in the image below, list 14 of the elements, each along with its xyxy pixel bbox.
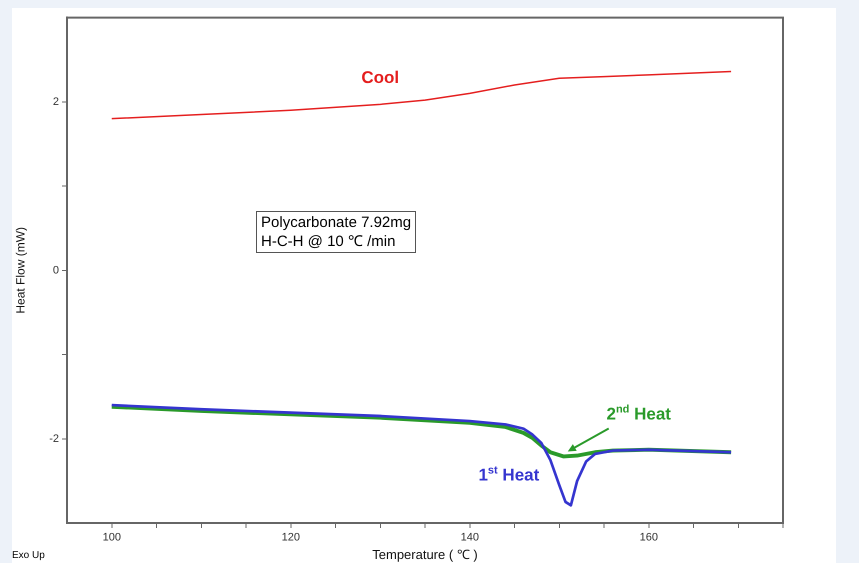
y-axis-title: Heat Flow (mW): [14, 226, 28, 314]
x-tick-label: 140: [460, 532, 479, 544]
x-tick-label: 100: [102, 532, 121, 544]
x-tick-label: 160: [640, 532, 658, 544]
x-tick-label: 120: [282, 532, 300, 544]
y-tick-label: 2: [52, 96, 59, 108]
y-tick-label: -2: [49, 432, 59, 445]
x-axis-title: Temperature ( ℃ ): [372, 546, 478, 562]
annotation: Polycarbonate 7.92mg H-C-H @ 10 ℃ /min: [256, 211, 416, 254]
y-tick-label: 0: [52, 264, 59, 276]
series-label: Cool: [361, 68, 400, 88]
series-label: 2$^{nd}$ Heat: [606, 404, 671, 425]
text: Exo Up: [12, 550, 45, 561]
series-label: 1$^{st}$ Heat: [478, 464, 540, 486]
